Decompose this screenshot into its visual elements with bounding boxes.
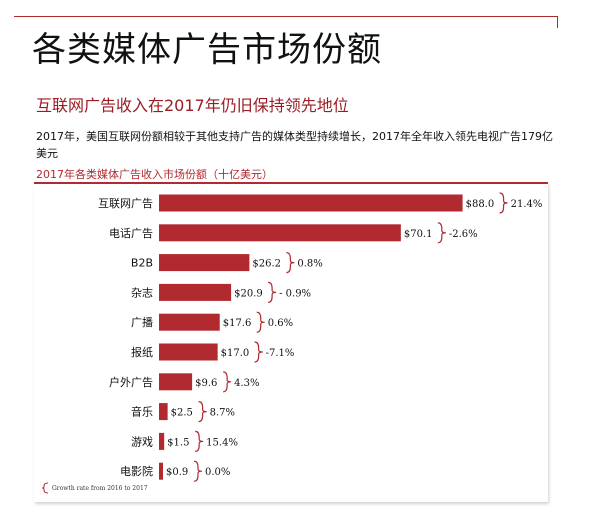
category-label: 报纸 [131,345,153,359]
growth-rate-label: 0.0% [205,467,230,478]
growth-rate-label: -7.1% [266,348,295,359]
growth-rate-label: -2.6% [449,229,478,240]
value-label: $2.5 [171,408,193,419]
growth-rate-label: 8.7% [210,408,235,419]
bar-chart: 互联网广告 $88.0 21.4% 电话广告 $70.1 -2.6% B2B $26.2 0.8… [41,192,543,494]
value-label: $9.6 [195,378,217,389]
category-label: 电话广告 [109,227,153,240]
growth-rate-label: 21.4% [511,199,543,210]
category-label: 广播 [131,315,153,329]
growth-bracket [437,222,446,244]
growth-bracket [198,401,207,423]
growth-bracket [195,430,204,452]
growth-rate-label: 0.8% [297,259,322,270]
growth-bracket [223,371,232,393]
growth-rate-label: 15.4% [206,437,238,448]
bar [159,432,165,450]
page-title: 各类媒体广告市场份额 [32,30,382,70]
bar [159,462,163,480]
bar [159,403,168,421]
category-label: 互联网广告 [98,197,153,210]
value-label: $1.5 [167,437,189,448]
growth-bracket [499,192,508,214]
chart-title: 2017年各类媒体广告收入市场份额（十亿美元） [36,168,273,181]
bar [159,313,220,331]
legend-bracket [41,482,49,494]
category-label: 电影院 [120,464,153,478]
value-label: $20.9 [234,288,263,299]
value-label: $17.0 [221,348,250,359]
growth-rate-label: 0.6% [268,318,293,329]
category-label: 游戏 [131,435,153,448]
bar [159,343,218,361]
category-label: 杂志 [131,286,153,299]
footnote: Growth rate from 2016 to 2017 [52,485,148,492]
value-label: $70.1 [404,229,433,240]
bar [159,194,463,212]
growth-bracket [286,252,295,274]
page-description: 2017年，美国互联网份额相较于其他支持广告的媒体类型持续增长，2017年全年收… [36,130,553,160]
bar [159,283,232,301]
value-label: $0.9 [166,467,188,478]
bar [159,254,250,272]
bar [159,224,401,242]
value-label: $26.2 [252,259,281,270]
category-label: 户外广告 [109,375,153,389]
value-label: $88.0 [466,199,495,210]
growth-bracket [193,460,203,482]
value-label: $17.6 [223,318,252,329]
growth-bracket [268,281,277,303]
growth-rate-label: - 0.9% [279,288,311,299]
page-subtitle: 互联网广告收入在2017年仍旧保持领先地位 [36,96,349,115]
top-rule-tick [557,16,558,28]
growth-bracket [256,311,265,333]
growth-rate-label: 4.3% [234,378,259,389]
bar [159,373,193,391]
growth-bracket [254,341,263,363]
top-rule [14,16,558,17]
category-label: 音乐 [131,405,153,419]
category-label: B2B [131,257,153,270]
